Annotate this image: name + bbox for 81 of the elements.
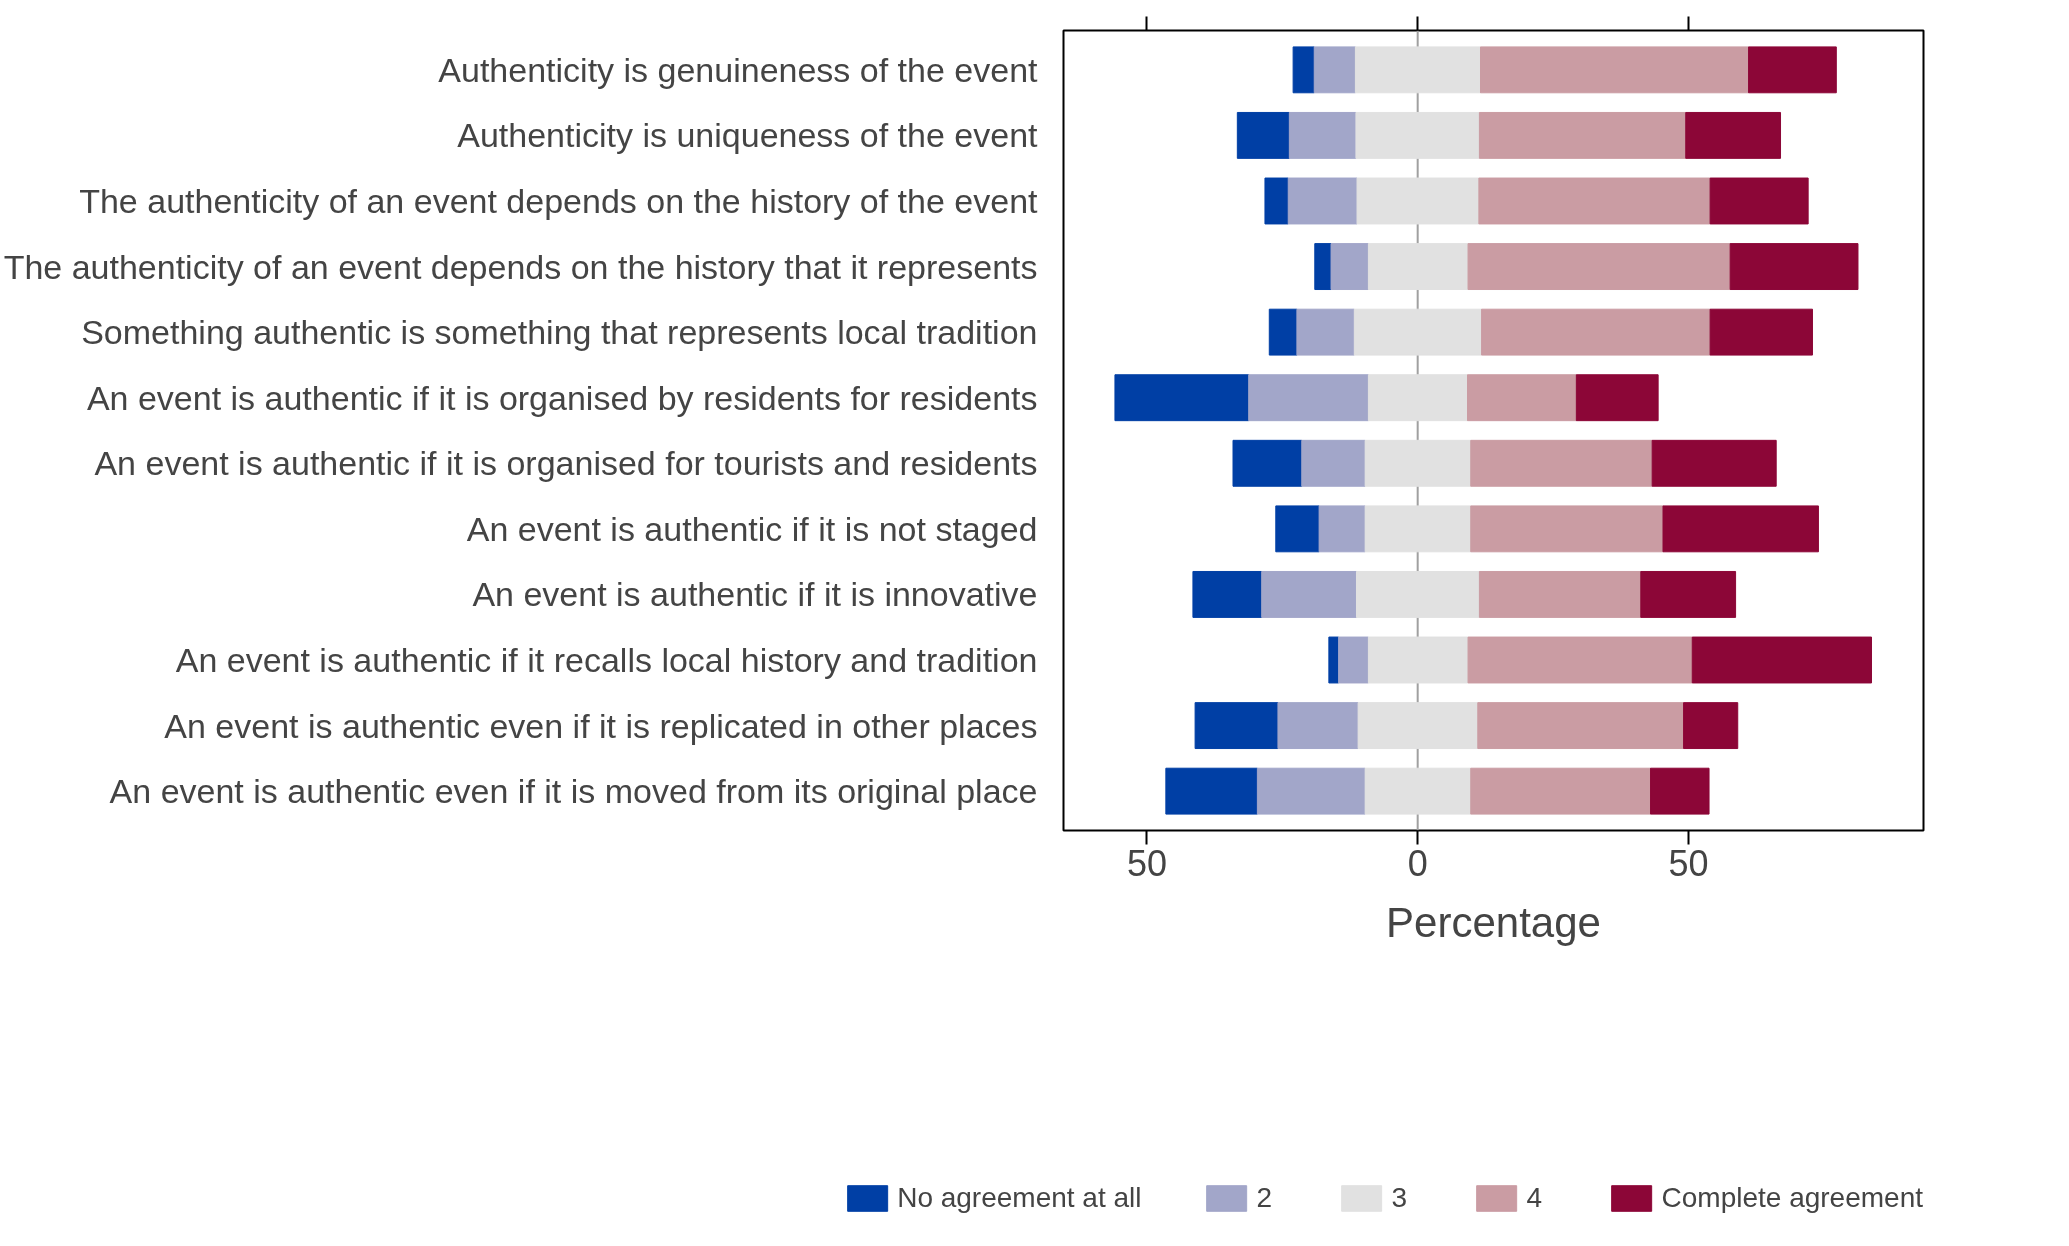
bar: [1478, 111, 1687, 159]
bar: [1364, 505, 1472, 553]
y-tick-label: An event is authentic if it is innovative: [472, 575, 1038, 614]
bar: [1364, 767, 1472, 815]
legend-label: 2: [1256, 1182, 1274, 1214]
y-tick-label: An event is authentic if it is organised for tourists and residents: [94, 444, 1038, 483]
y-tick-label: An event is authentic if it is not staged: [466, 509, 1038, 548]
bar: [1354, 46, 1481, 94]
bar: [1367, 636, 1469, 684]
bar: [1318, 505, 1366, 553]
bar: [1355, 570, 1480, 618]
bar: [1364, 439, 1472, 487]
bar: [1478, 570, 1642, 618]
bar: [1691, 636, 1873, 684]
bar: [1467, 243, 1731, 291]
bar: [1356, 177, 1480, 225]
bar: [1355, 111, 1480, 159]
y-tick-label: The authenticity of an event depends on the history that it represents: [3, 247, 1038, 286]
bar: [1357, 702, 1479, 750]
legend-label: No agreement at all: [897, 1182, 1142, 1214]
bar: [1248, 374, 1369, 422]
bar: [1277, 702, 1359, 750]
bar: [1470, 767, 1652, 815]
bar: [1685, 111, 1782, 159]
legend-label: 4: [1526, 1182, 1544, 1214]
bar: [1651, 439, 1777, 487]
bar: [1650, 767, 1710, 815]
bar: [1194, 702, 1279, 750]
bar: [1330, 243, 1369, 291]
bar: [1480, 46, 1750, 94]
bar: [1292, 46, 1315, 94]
y-tick-label: An event is authentic even if it is replicated in other places: [164, 706, 1038, 745]
legend-label: 3: [1391, 1182, 1409, 1214]
y-tick-label: Something authentic is something that represents local tradition: [81, 313, 1038, 352]
bar: [1683, 702, 1739, 750]
bar: [1477, 702, 1685, 750]
bar: [1729, 243, 1859, 291]
bar: [1301, 439, 1366, 487]
bar: [1709, 177, 1809, 225]
y-tick-label: The authenticity of an event depends on the history of the event: [79, 181, 1039, 220]
x-tick-label: 0: [1407, 842, 1428, 884]
bar: [1470, 439, 1653, 487]
bar: [1478, 177, 1711, 225]
bar: [1313, 46, 1356, 94]
y-tick-label: Authenticity is genuineness of the event: [438, 50, 1039, 89]
bar: [1481, 308, 1711, 356]
bar: [1367, 374, 1469, 422]
bar: [1165, 767, 1258, 815]
y-tick-label: An event is authentic if it is organised by residents for residents: [86, 378, 1038, 417]
bar: [1232, 439, 1303, 487]
bar: [1640, 570, 1737, 618]
bar: [1367, 243, 1469, 291]
x-axis-title: Percentage: [1386, 898, 1601, 946]
bar: [1470, 505, 1664, 553]
bar: [1338, 636, 1369, 684]
legend-label: Complete agreement: [1661, 1182, 1923, 1214]
bar: [1353, 308, 1483, 356]
bar: [1748, 46, 1837, 94]
bar: [1114, 374, 1250, 422]
bar: [1236, 111, 1290, 159]
bar: [1287, 177, 1358, 225]
bar: [1662, 505, 1819, 553]
bar: [1264, 177, 1289, 225]
bar: [1256, 767, 1366, 815]
x-tick-label: 50: [1668, 842, 1709, 884]
bar: [1261, 570, 1357, 618]
y-tick-label: An event is authentic if it recalls local history and tradition: [175, 641, 1038, 680]
bar: [1467, 636, 1693, 684]
bar: [1288, 111, 1357, 159]
y-tick-label: An event is authentic even if it is moved from its original place: [109, 772, 1038, 811]
bar: [1275, 505, 1320, 553]
bar: [1296, 308, 1355, 356]
bar: [1328, 636, 1340, 684]
bar: [1467, 374, 1577, 422]
bar: [1192, 570, 1263, 618]
y-tick-label: Authenticity is uniqueness of the event: [457, 116, 1039, 155]
bar: [1575, 374, 1659, 422]
bar: [1314, 243, 1332, 291]
bar: [1709, 308, 1813, 356]
bar: [1268, 308, 1298, 356]
x-tick-label: 50: [1126, 842, 1167, 884]
